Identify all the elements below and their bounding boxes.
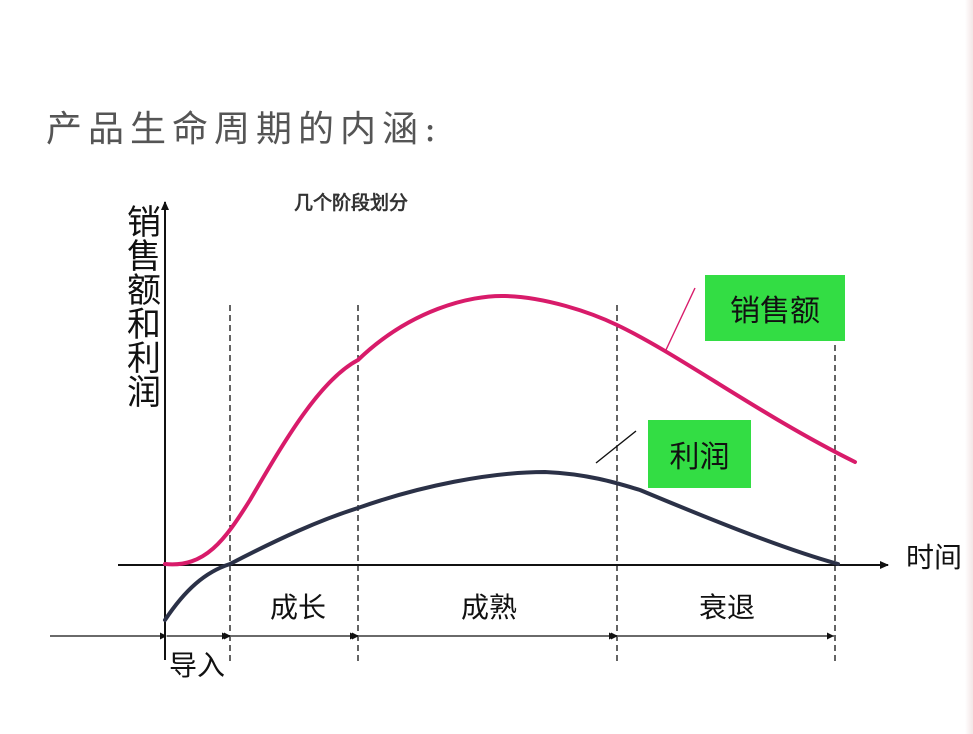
stage-decline-label: 衰退 [698, 591, 756, 624]
profit-curve [163, 469, 840, 622]
profit-legend-label: 利润 [669, 440, 730, 475]
sales-leader-line [664, 287, 696, 353]
profit-legend-box: 利润 [648, 420, 751, 488]
sales-legend-label: 销售额 [730, 294, 820, 329]
sales-legend-box: 销售额 [705, 275, 845, 341]
stage-intro-label: 导入 [168, 649, 226, 682]
diagram-subtitle: 几个阶段划分 [294, 192, 409, 214]
stage-growth-label: 成长 [269, 591, 327, 624]
page-title: 产品生命周期的内涵: [46, 109, 443, 150]
page-edge-shade [965, 0, 973, 734]
profit-leader-line [595, 430, 637, 464]
x-axis-label: 时间 [906, 541, 963, 574]
sales-curve [163, 293, 857, 567]
y-axis-label: 销售额和利润 [127, 203, 161, 413]
stage-maturity-label: 成熟 [460, 591, 518, 624]
